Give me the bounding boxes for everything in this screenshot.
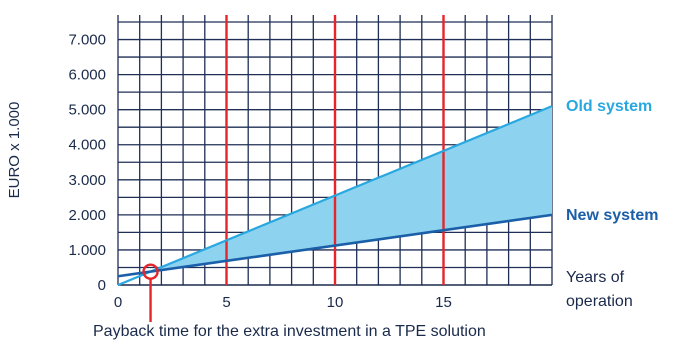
x-tick-label: 15 [435, 294, 452, 311]
x-tick-label: 5 [222, 294, 230, 311]
payback-marker [142, 263, 159, 280]
x-axis-label-line1: Years of [566, 269, 625, 286]
y-tick-label: 1.000 [68, 242, 106, 259]
x-axis-label-line2: operation [566, 293, 633, 310]
y-tick-label: 0 [98, 277, 106, 294]
y-tick-label: 6.000 [68, 67, 106, 84]
x-tick-label: 0 [114, 294, 122, 311]
y-tick-label: 4.000 [68, 137, 106, 154]
series-label-old-system: Old system [566, 98, 652, 115]
x-tick-label: 10 [327, 294, 344, 311]
y-tick-label: 5.000 [68, 102, 106, 119]
y-axis-label: EURO x 1.000 [6, 102, 23, 199]
series-line-old-system [117, 105, 553, 287]
y-tick-label: 2.000 [68, 207, 106, 224]
y-tick-label: 7.000 [68, 32, 106, 49]
y-tick-label: 3.000 [68, 172, 106, 189]
x-tick-labels: 0 5 10 15 [114, 294, 452, 311]
series-line-new-system [117, 213, 553, 278]
series-label-new-system: New system [566, 207, 659, 224]
y-tick-labels: 0 1.000 2.000 3.000 4.000 5.000 6.000 7.000 [68, 32, 106, 294]
payback-caption: Payback time for the extra investment in… [93, 323, 486, 340]
